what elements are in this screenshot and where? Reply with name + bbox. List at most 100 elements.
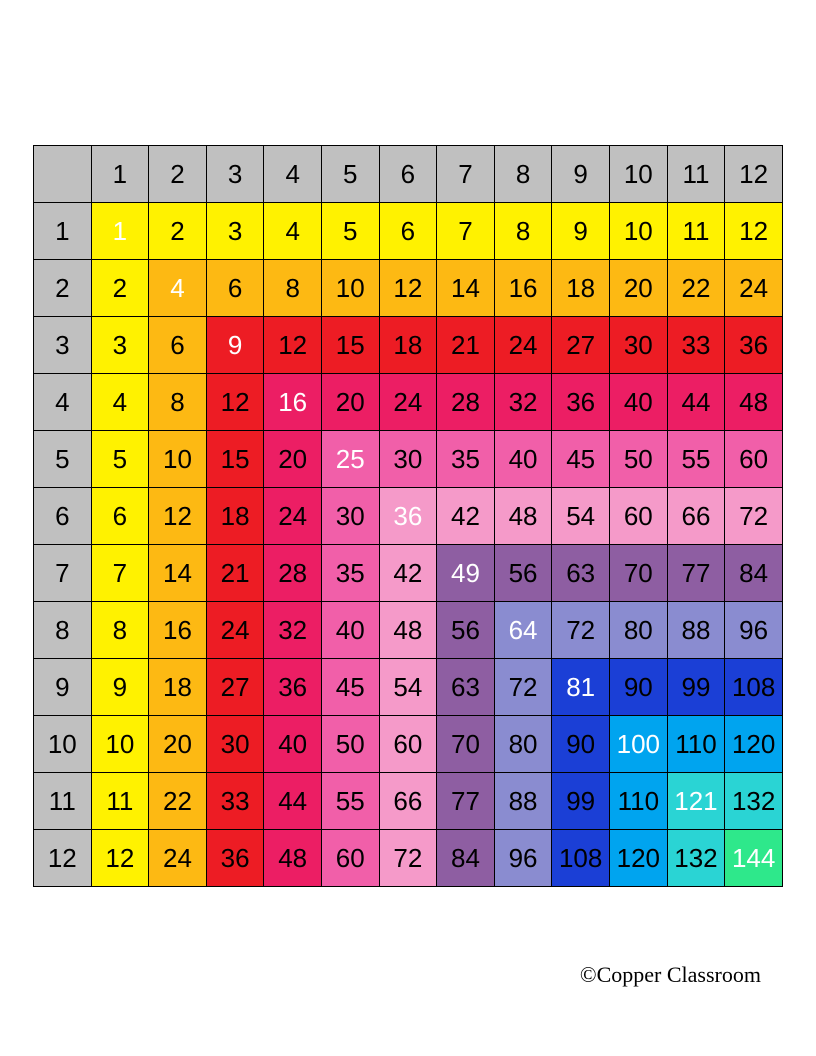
cell: 8: [91, 602, 149, 659]
cell: 55: [667, 431, 725, 488]
cell: 132: [667, 830, 725, 887]
cell: 12: [725, 203, 783, 260]
cell: 2: [149, 203, 207, 260]
cell: 80: [494, 716, 552, 773]
cell: 12: [379, 260, 437, 317]
cell: 70: [609, 545, 667, 602]
cell: 80: [609, 602, 667, 659]
cell: 35: [437, 431, 495, 488]
cell: 10: [149, 431, 207, 488]
row-header: 5: [34, 431, 92, 488]
cell: 5: [321, 203, 379, 260]
cell: 15: [321, 317, 379, 374]
cell: 4: [264, 203, 322, 260]
cell: 21: [206, 545, 264, 602]
cell: 88: [494, 773, 552, 830]
cell: 84: [437, 830, 495, 887]
cell: 27: [206, 659, 264, 716]
cell: 36: [206, 830, 264, 887]
cell: 6: [206, 260, 264, 317]
cell: 33: [206, 773, 264, 830]
cell: 60: [321, 830, 379, 887]
cell: 40: [321, 602, 379, 659]
row-header: 9: [34, 659, 92, 716]
cell: 132: [725, 773, 783, 830]
cell: 90: [552, 716, 610, 773]
cell: 24: [494, 317, 552, 374]
cell: 36: [552, 374, 610, 431]
cell: 5: [91, 431, 149, 488]
cell: 50: [609, 431, 667, 488]
footer-credit: ©Copper Classroom: [580, 962, 761, 988]
cell: 77: [437, 773, 495, 830]
cell: 44: [264, 773, 322, 830]
cell: 24: [725, 260, 783, 317]
cell: 48: [264, 830, 322, 887]
cell: 88: [667, 602, 725, 659]
cell: 4: [91, 374, 149, 431]
cell: 40: [494, 431, 552, 488]
col-header: 1: [91, 146, 149, 203]
cell: 56: [437, 602, 495, 659]
cell: 8: [149, 374, 207, 431]
cell: 70: [437, 716, 495, 773]
cell: 10: [321, 260, 379, 317]
cell: 72: [725, 488, 783, 545]
cell: 99: [552, 773, 610, 830]
cell: 25: [321, 431, 379, 488]
row-header: 11: [34, 773, 92, 830]
cell: 8: [494, 203, 552, 260]
col-header: 11: [667, 146, 725, 203]
cell: 36: [264, 659, 322, 716]
cell: 108: [725, 659, 783, 716]
cell: 3: [91, 317, 149, 374]
col-header: 3: [206, 146, 264, 203]
cell: 48: [725, 374, 783, 431]
cell: 28: [437, 374, 495, 431]
cell: 56: [494, 545, 552, 602]
cell: 55: [321, 773, 379, 830]
cell: 16: [149, 602, 207, 659]
cell: 6: [91, 488, 149, 545]
cell: 42: [379, 545, 437, 602]
cell: 64: [494, 602, 552, 659]
cell: 11: [667, 203, 725, 260]
cell: 22: [667, 260, 725, 317]
cell: 14: [437, 260, 495, 317]
cell: 40: [264, 716, 322, 773]
cell: 60: [725, 431, 783, 488]
cell: 32: [264, 602, 322, 659]
cell: 20: [264, 431, 322, 488]
cell: 28: [264, 545, 322, 602]
cell: 110: [667, 716, 725, 773]
cell: 48: [494, 488, 552, 545]
cell: 12: [264, 317, 322, 374]
row-header: 7: [34, 545, 92, 602]
cell: 63: [437, 659, 495, 716]
cell: 66: [667, 488, 725, 545]
cell: 84: [725, 545, 783, 602]
cell: 12: [206, 374, 264, 431]
cell: 18: [149, 659, 207, 716]
cell: 66: [379, 773, 437, 830]
cell: 24: [206, 602, 264, 659]
cell: 40: [609, 374, 667, 431]
col-header: 2: [149, 146, 207, 203]
cell: 18: [379, 317, 437, 374]
cell: 48: [379, 602, 437, 659]
cell: 16: [494, 260, 552, 317]
cell: 24: [264, 488, 322, 545]
cell: 35: [321, 545, 379, 602]
cell: 9: [552, 203, 610, 260]
cell: 60: [609, 488, 667, 545]
cell: 110: [609, 773, 667, 830]
col-header: 4: [264, 146, 322, 203]
row-header: 6: [34, 488, 92, 545]
cell: 2: [91, 260, 149, 317]
cell: 54: [552, 488, 610, 545]
col-header: 7: [437, 146, 495, 203]
cell: 18: [206, 488, 264, 545]
cell: 1: [91, 203, 149, 260]
cell: 120: [609, 830, 667, 887]
cell: 6: [379, 203, 437, 260]
